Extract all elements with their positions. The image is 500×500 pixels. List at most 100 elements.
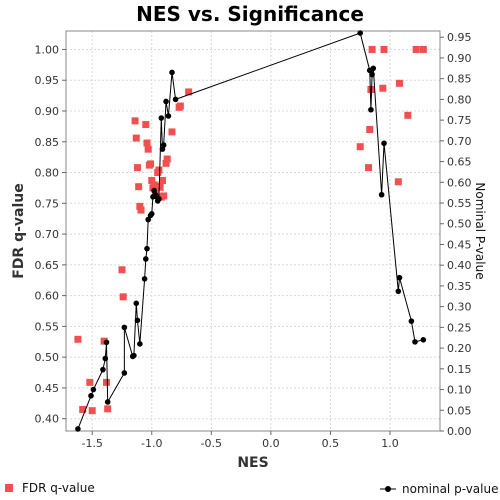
y-left-tick-label: 1.00 <box>35 43 60 56</box>
y-left-tick-label: 0.60 <box>35 290 60 303</box>
legend-pvalue-label: nominal p-value <box>402 482 498 496</box>
fdr-point <box>131 117 139 125</box>
x-axis-label: NES <box>237 455 268 471</box>
pvalue-point <box>369 71 375 78</box>
y-left-tick-label: 0.65 <box>35 259 60 272</box>
y-right-tick-label: 0.60 <box>447 176 472 189</box>
y-right-tick-label: 0.15 <box>447 363 472 376</box>
pvalue-point <box>408 318 415 324</box>
fdr-point <box>158 177 166 185</box>
y-left-tick-label: 0.75 <box>35 197 60 210</box>
fdr-point <box>79 405 87 413</box>
y-right-tick-label: 0.65 <box>447 156 472 169</box>
fdr-point <box>132 134 140 142</box>
pvalue-line <box>77 32 424 430</box>
fdr-point <box>136 202 144 210</box>
fdr-point <box>135 183 143 191</box>
fdr-point <box>102 378 110 386</box>
y-right-tick-label: 0.45 <box>447 238 472 251</box>
fdr-point <box>148 177 156 185</box>
y-right-tick-label: 0.30 <box>447 301 472 314</box>
pvalue-point <box>156 196 162 202</box>
fdr-point <box>365 164 373 172</box>
y-right-tick-label: 0.50 <box>447 218 472 231</box>
pvalue-point <box>420 337 427 343</box>
pvalue-point <box>88 392 94 399</box>
pvalue-point <box>160 142 167 148</box>
x-axis: -1.5 -1.0 -0.5 0.0 0.5 1.0 <box>81 431 399 450</box>
fdr-point <box>74 335 82 343</box>
fdr-point <box>162 159 170 167</box>
pvalue-point <box>75 426 81 432</box>
fdr-point <box>168 128 176 136</box>
chart-title: NES vs. Significance <box>136 2 364 26</box>
fdr-point <box>156 183 164 191</box>
legend-fdr-marker <box>5 484 13 492</box>
pvalue-point <box>103 339 110 346</box>
pvalue-point <box>133 300 140 307</box>
pvalue-point <box>172 96 179 103</box>
y-right-tick-label: 0.20 <box>447 342 472 355</box>
y-left-tick-label: 0.50 <box>35 351 60 364</box>
fdr-point <box>368 45 376 53</box>
x-tick-label: -1.0 <box>141 437 162 450</box>
y-axis-left: 0.40 0.45 0.50 0.55 0.60 0.65 0.70 0.75 0.80 0.85… <box>35 43 66 426</box>
y-left-tick-label: 0.85 <box>35 136 60 149</box>
pvalue-point <box>368 106 374 113</box>
legend-pvalue-marker <box>385 486 391 492</box>
grid <box>66 31 440 431</box>
pvalue-point <box>141 276 148 282</box>
fdr-point <box>143 139 151 147</box>
fdr-point <box>396 79 404 87</box>
pvalue-point <box>396 274 403 281</box>
pvalue-point <box>165 113 172 119</box>
pvalue-point <box>148 210 155 217</box>
fdr-point <box>155 166 163 174</box>
fdr-point <box>118 266 126 274</box>
pvalue-point <box>381 140 387 147</box>
fdr-point <box>366 125 374 133</box>
pvalue-point <box>102 355 109 362</box>
y-left-tick-label: 0.45 <box>35 382 60 395</box>
x-tick-label: 0.5 <box>322 437 340 450</box>
pvalue-point <box>121 324 128 331</box>
pvalue-point <box>104 399 111 405</box>
y-right-tick-label: 0.95 <box>447 31 472 44</box>
fdr-point <box>160 192 168 200</box>
pvalue-point <box>134 317 141 324</box>
legend-fdr-label: FDR q-value <box>22 481 95 495</box>
fdr-point <box>104 405 112 413</box>
pvalue-point <box>137 341 143 347</box>
pvalue-point <box>100 366 106 373</box>
y-axis-left-label: FDR q-value <box>11 183 27 279</box>
y-axis-right: 0.00 0.05 0.10 0.15 0.20 0.25 0.30 0.35 0.40 0.45… <box>440 31 472 438</box>
fdr-point <box>176 102 184 110</box>
fdr-point <box>380 45 388 53</box>
fdr-point <box>356 143 364 151</box>
y-right-tick-label: 0.90 <box>447 52 472 65</box>
pvalue-point <box>144 245 150 252</box>
series-layer <box>74 30 427 432</box>
y-left-tick-label: 0.90 <box>35 105 60 118</box>
pvalue-point <box>158 115 165 121</box>
fdr-point <box>163 155 171 163</box>
pvalue-point <box>145 216 151 223</box>
pvalue-point <box>357 30 363 36</box>
pvalue-point <box>163 98 169 105</box>
fdr-point <box>412 45 420 53</box>
y-right-tick-label: 0.70 <box>447 135 472 148</box>
pvalue-point <box>169 69 175 76</box>
fdr-point <box>394 178 402 186</box>
pvalue-point <box>143 256 149 262</box>
y-axis-right-label: Nominal P-value <box>473 182 487 279</box>
fdr-point <box>419 45 427 53</box>
fdr-point <box>153 182 161 190</box>
pvalue-point <box>395 288 402 295</box>
fdr-point <box>119 293 127 301</box>
fdr-point <box>86 378 94 386</box>
pvalue-point <box>378 191 385 198</box>
fdr-point <box>142 121 150 129</box>
x-tick-label: -0.5 <box>201 437 222 450</box>
fdr-point <box>147 160 155 168</box>
pvalue-point <box>131 352 137 359</box>
